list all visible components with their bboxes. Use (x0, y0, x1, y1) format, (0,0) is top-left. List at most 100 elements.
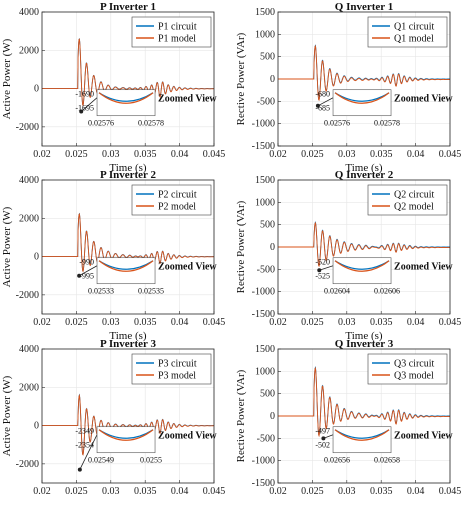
x-axis-label: Time (s) (345, 499, 383, 500)
series-line-model (42, 393, 215, 456)
zoom-x-label: 0.02656 (324, 456, 350, 465)
y-tick-label: 2000 (19, 213, 39, 224)
y-axis-label: Active Power (W) (1, 38, 13, 119)
y-tick-label: -1000 (252, 287, 275, 298)
legend-box (131, 16, 212, 48)
zoom-y-label: -2354 (75, 441, 94, 450)
zoom-y-label: -525 (315, 272, 330, 281)
legend-box (131, 184, 212, 216)
chart-panel-q2: 0.02 0.025 0.03 0.035 0.04 0.045 -1500 -1000 -50… (235, 169, 461, 342)
x-tick-label: 0.035 (134, 317, 157, 328)
zoom-leader (319, 265, 334, 271)
y-axis-label: Rective Power (VAr) (235, 369, 247, 462)
x-tick-label: 0.045 (203, 486, 226, 497)
axes-frame (277, 179, 451, 315)
y-tick-label: 1500 (255, 344, 275, 355)
y-tick-label: 500 (260, 389, 275, 400)
zoom-curve-model (98, 260, 154, 272)
y-tick-label: 1500 (255, 175, 275, 186)
y-tick-label: -1500 (252, 478, 275, 489)
series-line-model (42, 212, 215, 273)
zoom-leader (79, 434, 98, 470)
y-tick-label: 2000 (19, 382, 39, 393)
chart-panel-q1: 0.02 0.025 0.03 0.035 0.04 0.045 -1500 -1000 -50… (235, 1, 461, 174)
zoom-curve-model (334, 429, 390, 441)
zoom-y-label: -1690 (75, 90, 94, 99)
zoom-x-label: 0.0255 (140, 456, 162, 465)
zoom-point-marker (77, 467, 82, 472)
y-tick-label: 4000 (19, 344, 39, 355)
y-axis-label: Active Power (W) (1, 206, 13, 287)
y-tick-label: 4000 (19, 175, 39, 186)
x-tick-label: 0.045 (203, 317, 226, 328)
zoom-y-label: -502 (315, 441, 330, 450)
chart-title: Q Inverter 2 (335, 169, 394, 181)
zoom-title: Zoomed View (394, 431, 453, 442)
chart-panel-p3: 0.02 0.025 0.03 0.035 0.04 0.045 -2000 0 2000 400… (1, 338, 225, 500)
zoom-y-label: -1695 (75, 104, 94, 113)
axes-frame (41, 348, 215, 484)
x-tick-label: 0.02 (269, 486, 287, 497)
x-tick-label: 0.03 (338, 317, 356, 328)
y-tick-label: 1000 (255, 197, 275, 208)
zoom-x-label: 0.02578 (374, 119, 400, 128)
zoom-x-label: 0.02604 (324, 287, 350, 296)
x-tick-label: 0.025 (301, 317, 324, 328)
zoom-y-label: -990 (79, 258, 94, 267)
y-tick-label: -1000 (252, 119, 275, 130)
series-line-model (278, 44, 451, 102)
y-tick-label: 500 (260, 52, 275, 63)
y-tick-label: 2000 (19, 45, 39, 56)
y-tick-label: 0 (270, 74, 275, 85)
y-tick-label: 500 (260, 220, 275, 231)
y-tick-label: 0 (270, 242, 275, 253)
y-axis-label: Rective Power (VAr) (235, 32, 247, 125)
y-tick-label: -500 (257, 264, 275, 275)
x-tick-label: 0.03 (102, 486, 120, 497)
y-tick-label: 0 (34, 84, 39, 95)
zoom-x-label: 0.02535 (138, 287, 164, 296)
zoom-curve-circuit (98, 92, 154, 102)
series-line-model (278, 366, 451, 438)
zoom-x-label: 0.02533 (88, 287, 114, 296)
zoom-curve-model (334, 260, 390, 272)
legend-box (367, 353, 448, 385)
zoom-point-marker (77, 273, 82, 278)
y-tick-label: 1000 (255, 29, 275, 40)
y-tick-label: -1500 (252, 309, 275, 320)
x-tick-label: 0.02 (33, 149, 51, 160)
zoom-title: Zoomed View (394, 262, 453, 273)
x-tick-label: 0.03 (102, 317, 120, 328)
legend-label: Q1 circuit (394, 22, 434, 33)
chart-title: Q Inverter 1 (335, 1, 393, 13)
x-axis-label: Time (s) (109, 162, 147, 174)
x-axis-label: Time (s) (345, 330, 383, 342)
x-tick-label: 0.02 (269, 149, 287, 160)
x-tick-label: 0.025 (65, 486, 88, 497)
x-axis-label: Time (s) (109, 330, 147, 342)
zoom-y-label: -497 (315, 427, 330, 436)
x-tick-label: 0.04 (171, 317, 189, 328)
zoom-x-label: 0.02658 (374, 456, 400, 465)
zoom-curve-model (98, 429, 154, 441)
x-tick-label: 0.04 (407, 149, 425, 160)
zoom-leader (78, 265, 98, 277)
x-tick-label: 0.04 (171, 149, 189, 160)
zoom-point-marker (79, 109, 84, 114)
y-tick-label: -1000 (252, 456, 275, 467)
axes-frame (277, 11, 451, 147)
zoom-leader (317, 97, 334, 107)
zoom-curve-model (334, 92, 390, 104)
chart-title: P Inverter 2 (100, 169, 157, 181)
x-tick-label: 0.035 (134, 486, 157, 497)
x-tick-label: 0.03 (102, 149, 120, 160)
y-tick-label: -1500 (252, 141, 275, 152)
x-tick-label: 0.035 (370, 486, 393, 497)
y-tick-label: -2000 (16, 459, 39, 470)
x-tick-label: 0.02 (269, 317, 287, 328)
zoom-leader (80, 97, 98, 112)
zoom-point-marker (317, 268, 322, 273)
series-line-model (278, 221, 451, 268)
y-tick-label: -500 (257, 433, 275, 444)
zoom-y-label: -995 (79, 272, 94, 281)
